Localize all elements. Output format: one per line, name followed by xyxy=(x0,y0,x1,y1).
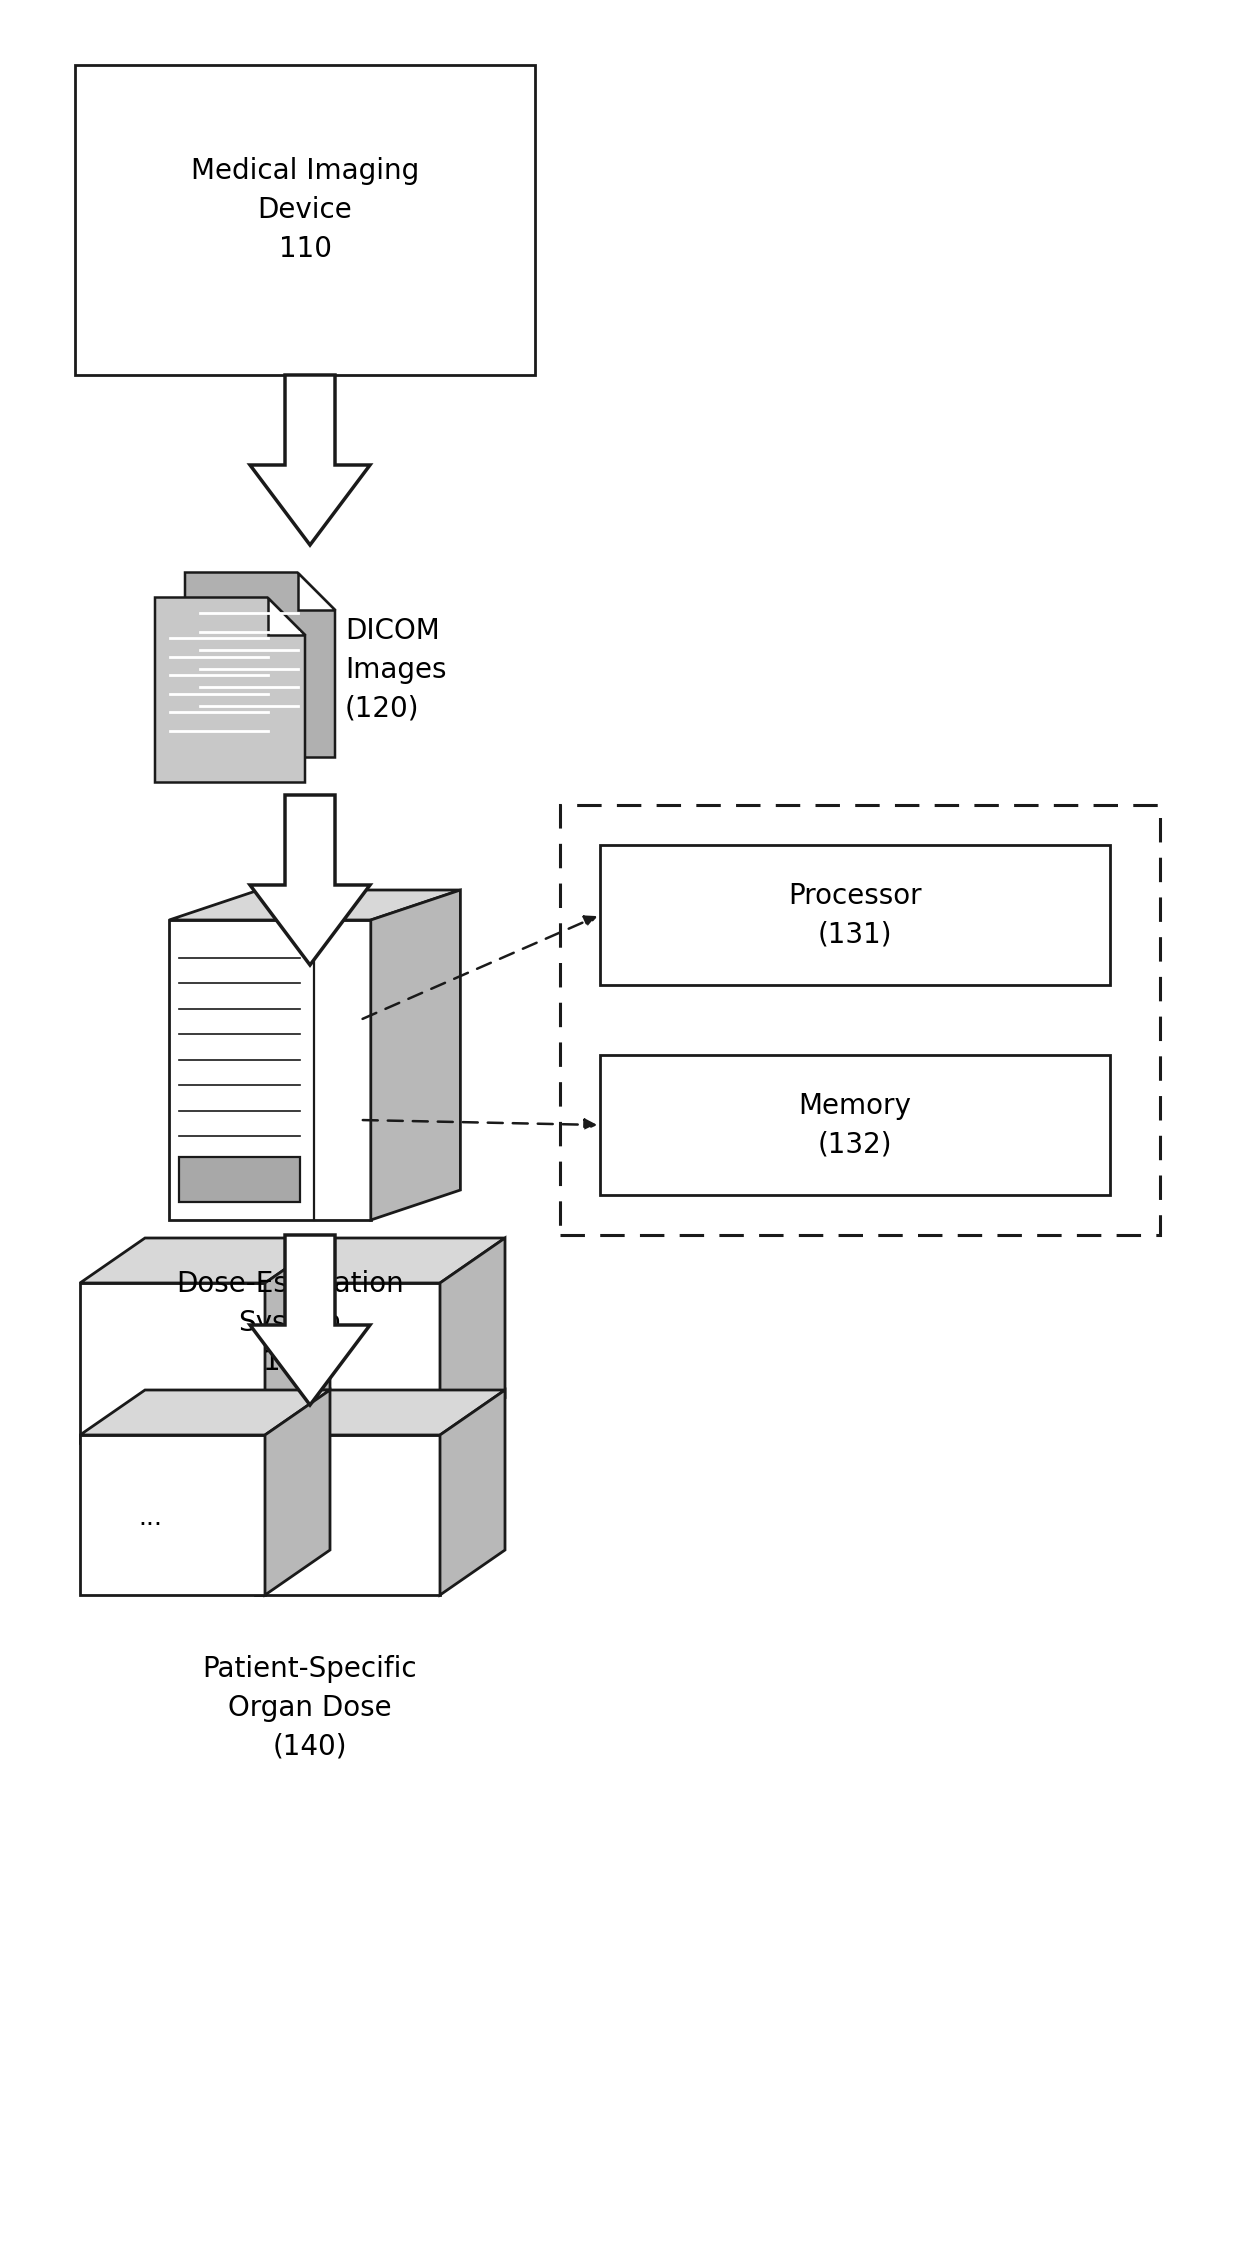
Polygon shape xyxy=(268,598,305,636)
Polygon shape xyxy=(155,598,305,782)
Bar xyxy=(74,65,534,374)
Polygon shape xyxy=(185,573,335,758)
Polygon shape xyxy=(81,1389,330,1434)
Polygon shape xyxy=(81,1238,330,1283)
Polygon shape xyxy=(250,796,370,965)
Text: Medical Imaging
Device
110: Medical Imaging Device 110 xyxy=(191,158,419,264)
Text: Memory
(132): Memory (132) xyxy=(799,1091,911,1159)
Text: ...: ... xyxy=(139,1506,162,1531)
Text: Processor
(131): Processor (131) xyxy=(789,882,921,949)
Polygon shape xyxy=(250,374,370,546)
Polygon shape xyxy=(250,1236,370,1405)
Polygon shape xyxy=(265,1389,330,1594)
Bar xyxy=(255,1434,440,1594)
Polygon shape xyxy=(440,1389,505,1594)
Bar xyxy=(180,1157,300,1202)
Polygon shape xyxy=(440,1238,505,1443)
Polygon shape xyxy=(298,573,335,611)
Polygon shape xyxy=(169,891,460,920)
Bar xyxy=(600,846,1110,985)
Polygon shape xyxy=(265,1238,330,1443)
Polygon shape xyxy=(255,1389,505,1434)
Polygon shape xyxy=(255,1238,505,1283)
Bar xyxy=(81,1283,265,1443)
Text: Dose-Estimation
System
130: Dose-Estimation System 130 xyxy=(176,1270,404,1376)
Polygon shape xyxy=(371,891,460,1220)
Bar xyxy=(560,805,1159,1236)
Bar xyxy=(169,920,371,1220)
Bar xyxy=(81,1434,265,1594)
Text: DICOM
Images
(120): DICOM Images (120) xyxy=(345,618,446,724)
Bar xyxy=(255,1283,440,1443)
Text: Patient-Specific
Organ Dose
(140): Patient-Specific Organ Dose (140) xyxy=(202,1655,418,1761)
Bar xyxy=(600,1055,1110,1195)
